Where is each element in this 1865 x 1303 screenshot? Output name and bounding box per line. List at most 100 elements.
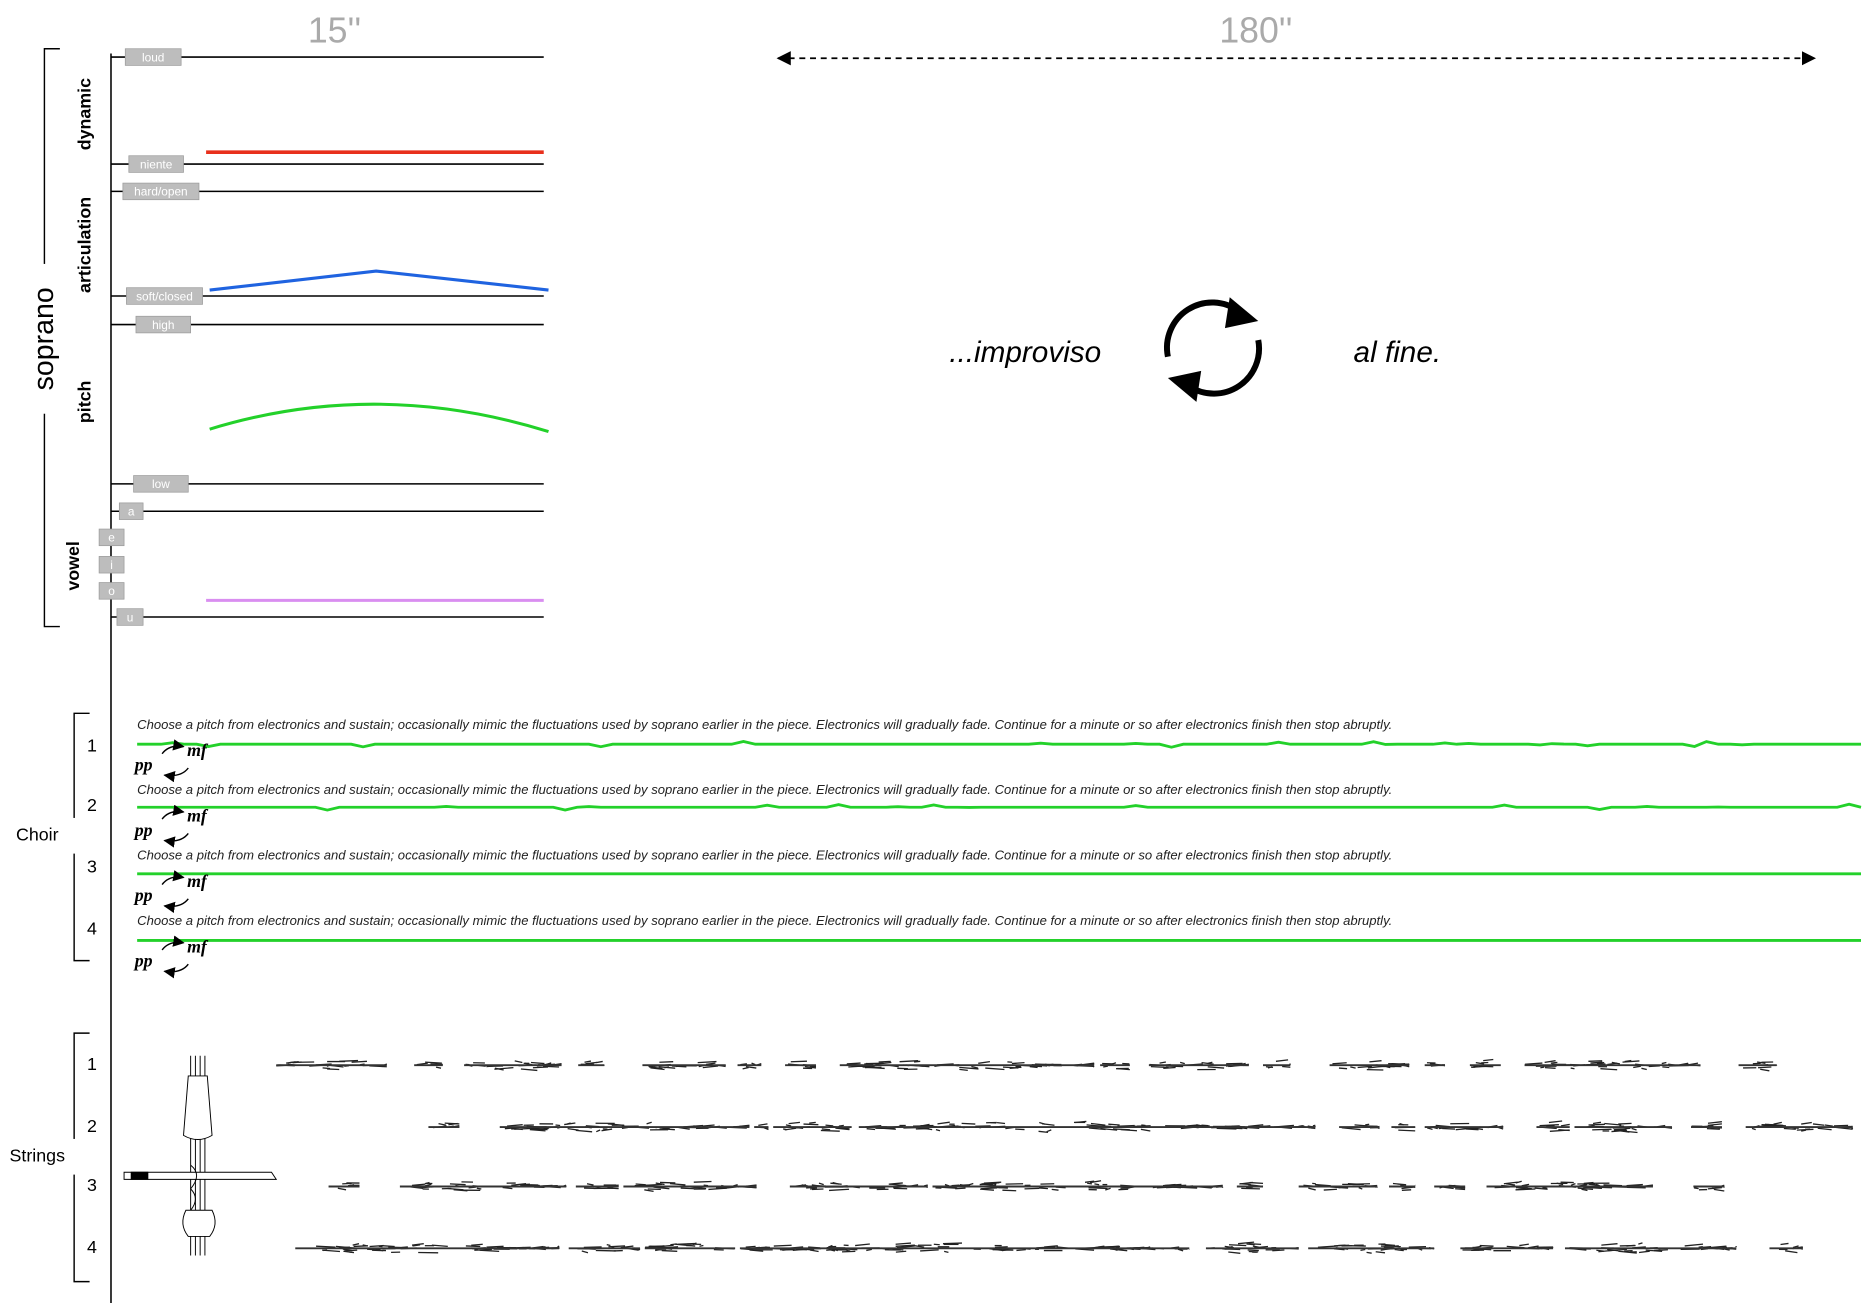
scribble xyxy=(1308,1188,1315,1190)
scribble xyxy=(1784,1128,1796,1129)
scribble xyxy=(1276,1060,1288,1061)
noise-gesture xyxy=(790,1182,928,1190)
scribble xyxy=(445,1123,460,1124)
scribble xyxy=(564,1123,575,1125)
scribble xyxy=(543,1066,559,1067)
scribble xyxy=(353,1244,359,1245)
scribble xyxy=(981,1188,997,1189)
scribble xyxy=(1282,1066,1290,1067)
noise-gesture xyxy=(500,1122,750,1132)
scribble xyxy=(338,1188,346,1190)
dynamic: mf xyxy=(187,806,209,826)
scribble xyxy=(1694,1188,1699,1189)
scribble xyxy=(585,1061,591,1062)
level-label: low xyxy=(152,477,170,491)
noise-gesture xyxy=(414,1062,443,1068)
scribble xyxy=(533,1067,548,1068)
noise-gesture xyxy=(464,1061,561,1071)
scribble xyxy=(1108,1124,1119,1125)
scribble xyxy=(316,1246,335,1247)
scribble xyxy=(1525,1063,1542,1064)
scribble xyxy=(432,1245,448,1246)
scribble xyxy=(936,1130,940,1131)
string-number: 1 xyxy=(87,1054,97,1074)
scribble xyxy=(558,1246,560,1247)
noise-gesture xyxy=(1693,1185,1724,1191)
scribble xyxy=(819,1183,824,1184)
noise-gesture xyxy=(276,1061,387,1070)
scribble xyxy=(1246,1244,1254,1245)
scribble xyxy=(507,1125,523,1126)
articulation-contour xyxy=(210,271,549,290)
scribble xyxy=(1398,1130,1415,1131)
repeat-icon xyxy=(1167,297,1259,402)
scribble xyxy=(1618,1123,1631,1124)
noise-gesture xyxy=(740,1243,1189,1252)
scribble xyxy=(436,1067,441,1068)
scribble xyxy=(1039,1188,1048,1189)
scribble xyxy=(1480,1246,1494,1247)
scribble xyxy=(1160,1062,1166,1063)
scribble xyxy=(1545,1061,1556,1063)
timing-label: 180'' xyxy=(1219,11,1292,51)
dynamic-arrow xyxy=(162,877,183,885)
scribble xyxy=(1359,1188,1363,1189)
scribble xyxy=(1110,1249,1127,1251)
scribble xyxy=(1623,1131,1637,1132)
scribble xyxy=(1002,1190,1016,1191)
scribble xyxy=(636,1184,646,1185)
scribble xyxy=(1393,1184,1406,1185)
scribble xyxy=(344,1250,357,1251)
scribble xyxy=(1601,1244,1617,1245)
noise-gesture xyxy=(1769,1243,1802,1252)
scribble xyxy=(774,1245,792,1246)
level-label: niente xyxy=(140,157,173,171)
scribble xyxy=(866,1063,870,1064)
instruction: Choose a pitch from electronics and sust… xyxy=(137,782,1392,797)
level-label: soft/closed xyxy=(136,289,193,303)
scribble xyxy=(1044,1246,1058,1247)
scribble xyxy=(1801,1123,1812,1125)
scribble xyxy=(608,1246,625,1247)
scribble xyxy=(1632,1128,1637,1130)
scribble xyxy=(1584,1183,1594,1184)
scribble xyxy=(1228,1252,1240,1253)
scribble xyxy=(662,1251,677,1252)
instruction: Choose a pitch from electronics and sust… xyxy=(137,848,1392,863)
scribble xyxy=(1002,1250,1007,1251)
scribble xyxy=(1047,1130,1052,1132)
dynamic: mf xyxy=(187,740,209,760)
noise-gesture xyxy=(1339,1124,1379,1129)
scribble xyxy=(1339,1068,1347,1069)
scribble xyxy=(1012,1063,1025,1064)
dynamic: mf xyxy=(187,871,209,891)
noise-gesture xyxy=(1739,1062,1777,1071)
scribble xyxy=(1596,1250,1603,1251)
scribble xyxy=(1030,1067,1038,1068)
scribble xyxy=(1388,1064,1408,1065)
scribble xyxy=(1662,1067,1669,1068)
scribble xyxy=(1087,1183,1092,1184)
scribble xyxy=(1350,1067,1355,1068)
scribble xyxy=(1381,1249,1387,1250)
scribble xyxy=(607,1245,611,1246)
dynamic: pp xyxy=(133,885,153,905)
scribble xyxy=(647,1122,652,1124)
scribble xyxy=(1760,1069,1769,1071)
dynamic-arrow xyxy=(162,812,183,820)
scribble xyxy=(1600,1069,1617,1070)
noise-gesture xyxy=(645,1243,735,1251)
level-label: o xyxy=(108,584,115,598)
scribble xyxy=(1633,1066,1641,1067)
scribble xyxy=(896,1251,906,1252)
scribble xyxy=(969,1184,973,1185)
noise-gesture xyxy=(773,1122,851,1131)
scribble xyxy=(1455,1189,1465,1190)
scribble xyxy=(1639,1251,1650,1252)
noise-gesture xyxy=(1425,1123,1503,1129)
scribble xyxy=(1376,1252,1385,1253)
scribble xyxy=(1381,1244,1395,1245)
level-label: e xyxy=(108,531,115,545)
scribble xyxy=(1483,1060,1493,1061)
scribble xyxy=(943,1243,962,1244)
